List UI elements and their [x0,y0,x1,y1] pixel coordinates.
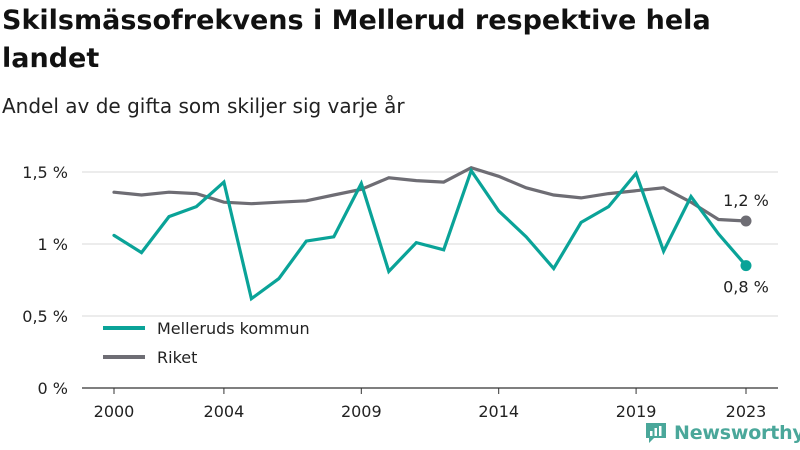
end-marker [740,260,752,272]
y-tick-label: 0,5 % [22,307,68,326]
y-tick-label: 0 % [38,379,68,398]
y-tick-label: 1 % [38,235,68,254]
legend-label: Melleruds kommun [157,319,310,338]
x-tick-label: 2000 [94,402,135,421]
newsworthy-brand: Newsworthy [644,419,800,447]
x-tick-label: 2009 [341,402,382,421]
end-value-label: 0,8 % [723,278,769,297]
x-tick-label: 2004 [204,402,245,421]
brand-name: Newsworthy [674,422,800,444]
x-tick-label: 2014 [478,402,519,421]
end-marker [740,215,752,227]
end-value-label: 1,2 % [723,191,769,210]
series-line-melleruds-kommun [112,167,748,302]
legend-label: Riket [157,348,197,367]
newsworthy-logo-icon [646,423,666,443]
chart-title: Skilsmässofrekvens i Mellerud respektive… [2,5,711,74]
y-tick-label: 1,5 % [22,163,68,182]
x-tick-label: 2019 [616,402,657,421]
x-tick-label: 2023 [726,402,767,421]
chart-subtitle: Andel av de gifta som skiljer sig varje … [2,94,405,118]
